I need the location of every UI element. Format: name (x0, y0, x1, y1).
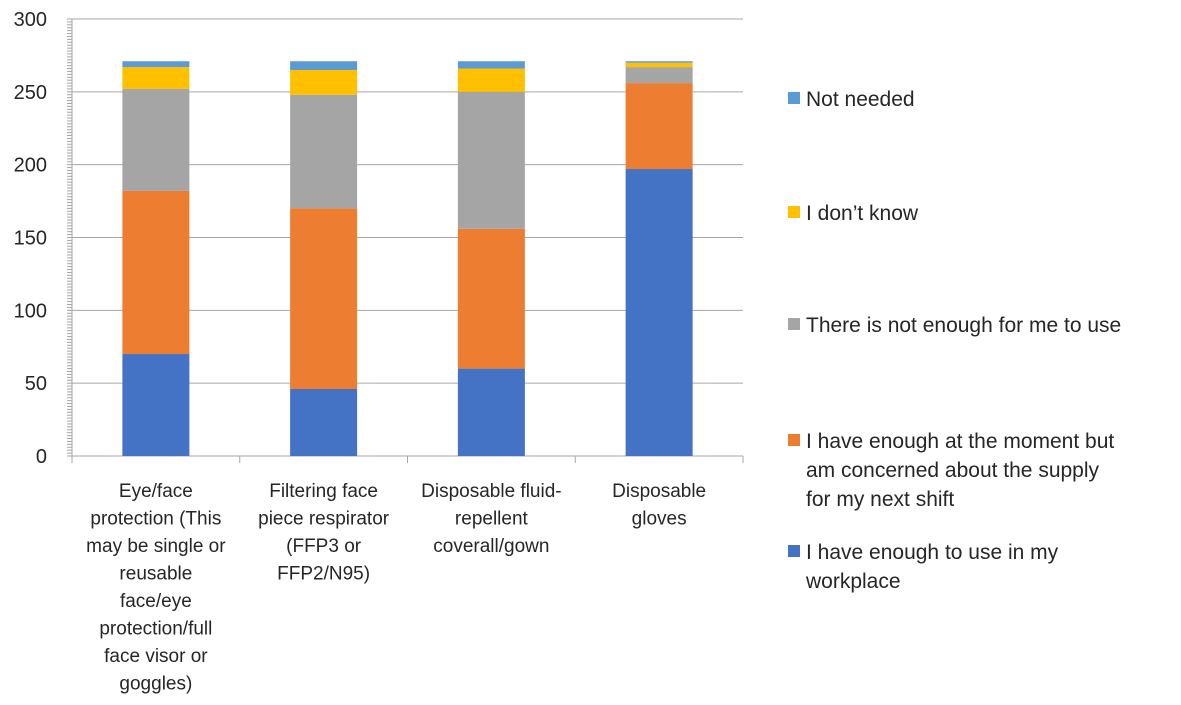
y-tick-label: 250 (14, 82, 47, 104)
x-category-label: reusable (119, 564, 192, 585)
x-category-label: FFP2/N95) (277, 564, 370, 585)
x-category-label: gloves (632, 509, 687, 530)
bars (122, 61, 693, 456)
bar-segment (122, 67, 190, 89)
legend-label: Not needed (806, 88, 915, 111)
bar-segment (625, 62, 693, 68)
legend-swatch (788, 92, 800, 104)
legend: Not needed I don’t know There is not enoug… (788, 88, 1121, 593)
bar-segment (290, 94, 358, 209)
legend-label: I have enough at the moment but (806, 430, 1114, 453)
bar-segment (625, 83, 693, 170)
x-category-label: Eye/face (119, 481, 193, 502)
legend-swatch (788, 206, 800, 218)
bar-segment (122, 61, 190, 68)
y-tick-label: 200 (14, 155, 47, 177)
x-category-label: goggles) (119, 674, 192, 695)
legend-swatch (788, 545, 800, 557)
bar-segment (122, 88, 190, 191)
bar-segment (457, 68, 525, 92)
legend-label: workplace (805, 570, 901, 593)
bar-segment (457, 368, 525, 456)
bar-segment (457, 61, 525, 69)
y-tick-label: 150 (14, 228, 47, 250)
legend-label: I have enough to use in my (806, 541, 1059, 564)
x-category-label: Filtering face (269, 481, 378, 502)
y-tick-label: 300 (14, 9, 47, 31)
x-category-label: piece respirator (258, 509, 390, 530)
bar-segment (122, 354, 190, 456)
x-category-label: repellent (455, 509, 529, 530)
x-category-label: (FFP3 or (286, 536, 362, 557)
x-category-label: coverall/gown (433, 536, 549, 557)
x-category-label: Disposable (612, 481, 706, 502)
legend-swatch (788, 318, 800, 330)
x-category-label: face visor or (104, 646, 208, 667)
bar-segment (290, 61, 358, 70)
legend-label: am concerned about the supply (806, 459, 1100, 482)
legend-swatch (788, 434, 800, 446)
legend-label: for my next shift (806, 488, 954, 511)
x-category-label: Disposable fluid- (421, 481, 561, 502)
bar-segment (290, 208, 358, 389)
x-category-label: protection/full (99, 619, 212, 640)
bar-segment (457, 228, 525, 369)
y-tick-label: 0 (36, 446, 47, 468)
bar-segment (457, 91, 525, 229)
x-category-label: protection (This (90, 509, 221, 530)
category-labels: Eye/face protection (This may be single or… (86, 481, 706, 695)
bar-segment (625, 169, 693, 456)
bar-segment (625, 67, 693, 84)
bar-segment (290, 388, 358, 456)
legend-label: I don’t know (806, 202, 919, 225)
bar-segment (290, 69, 358, 95)
x-category-label: face/eye (120, 591, 192, 612)
bar-segment (625, 61, 693, 63)
legend-label: There is not enough for me to use (806, 314, 1121, 337)
bar-segment (122, 190, 190, 355)
y-tick-label: 50 (25, 373, 47, 395)
y-tick-label: 100 (14, 300, 47, 322)
x-category-label: may be single or (86, 536, 226, 557)
